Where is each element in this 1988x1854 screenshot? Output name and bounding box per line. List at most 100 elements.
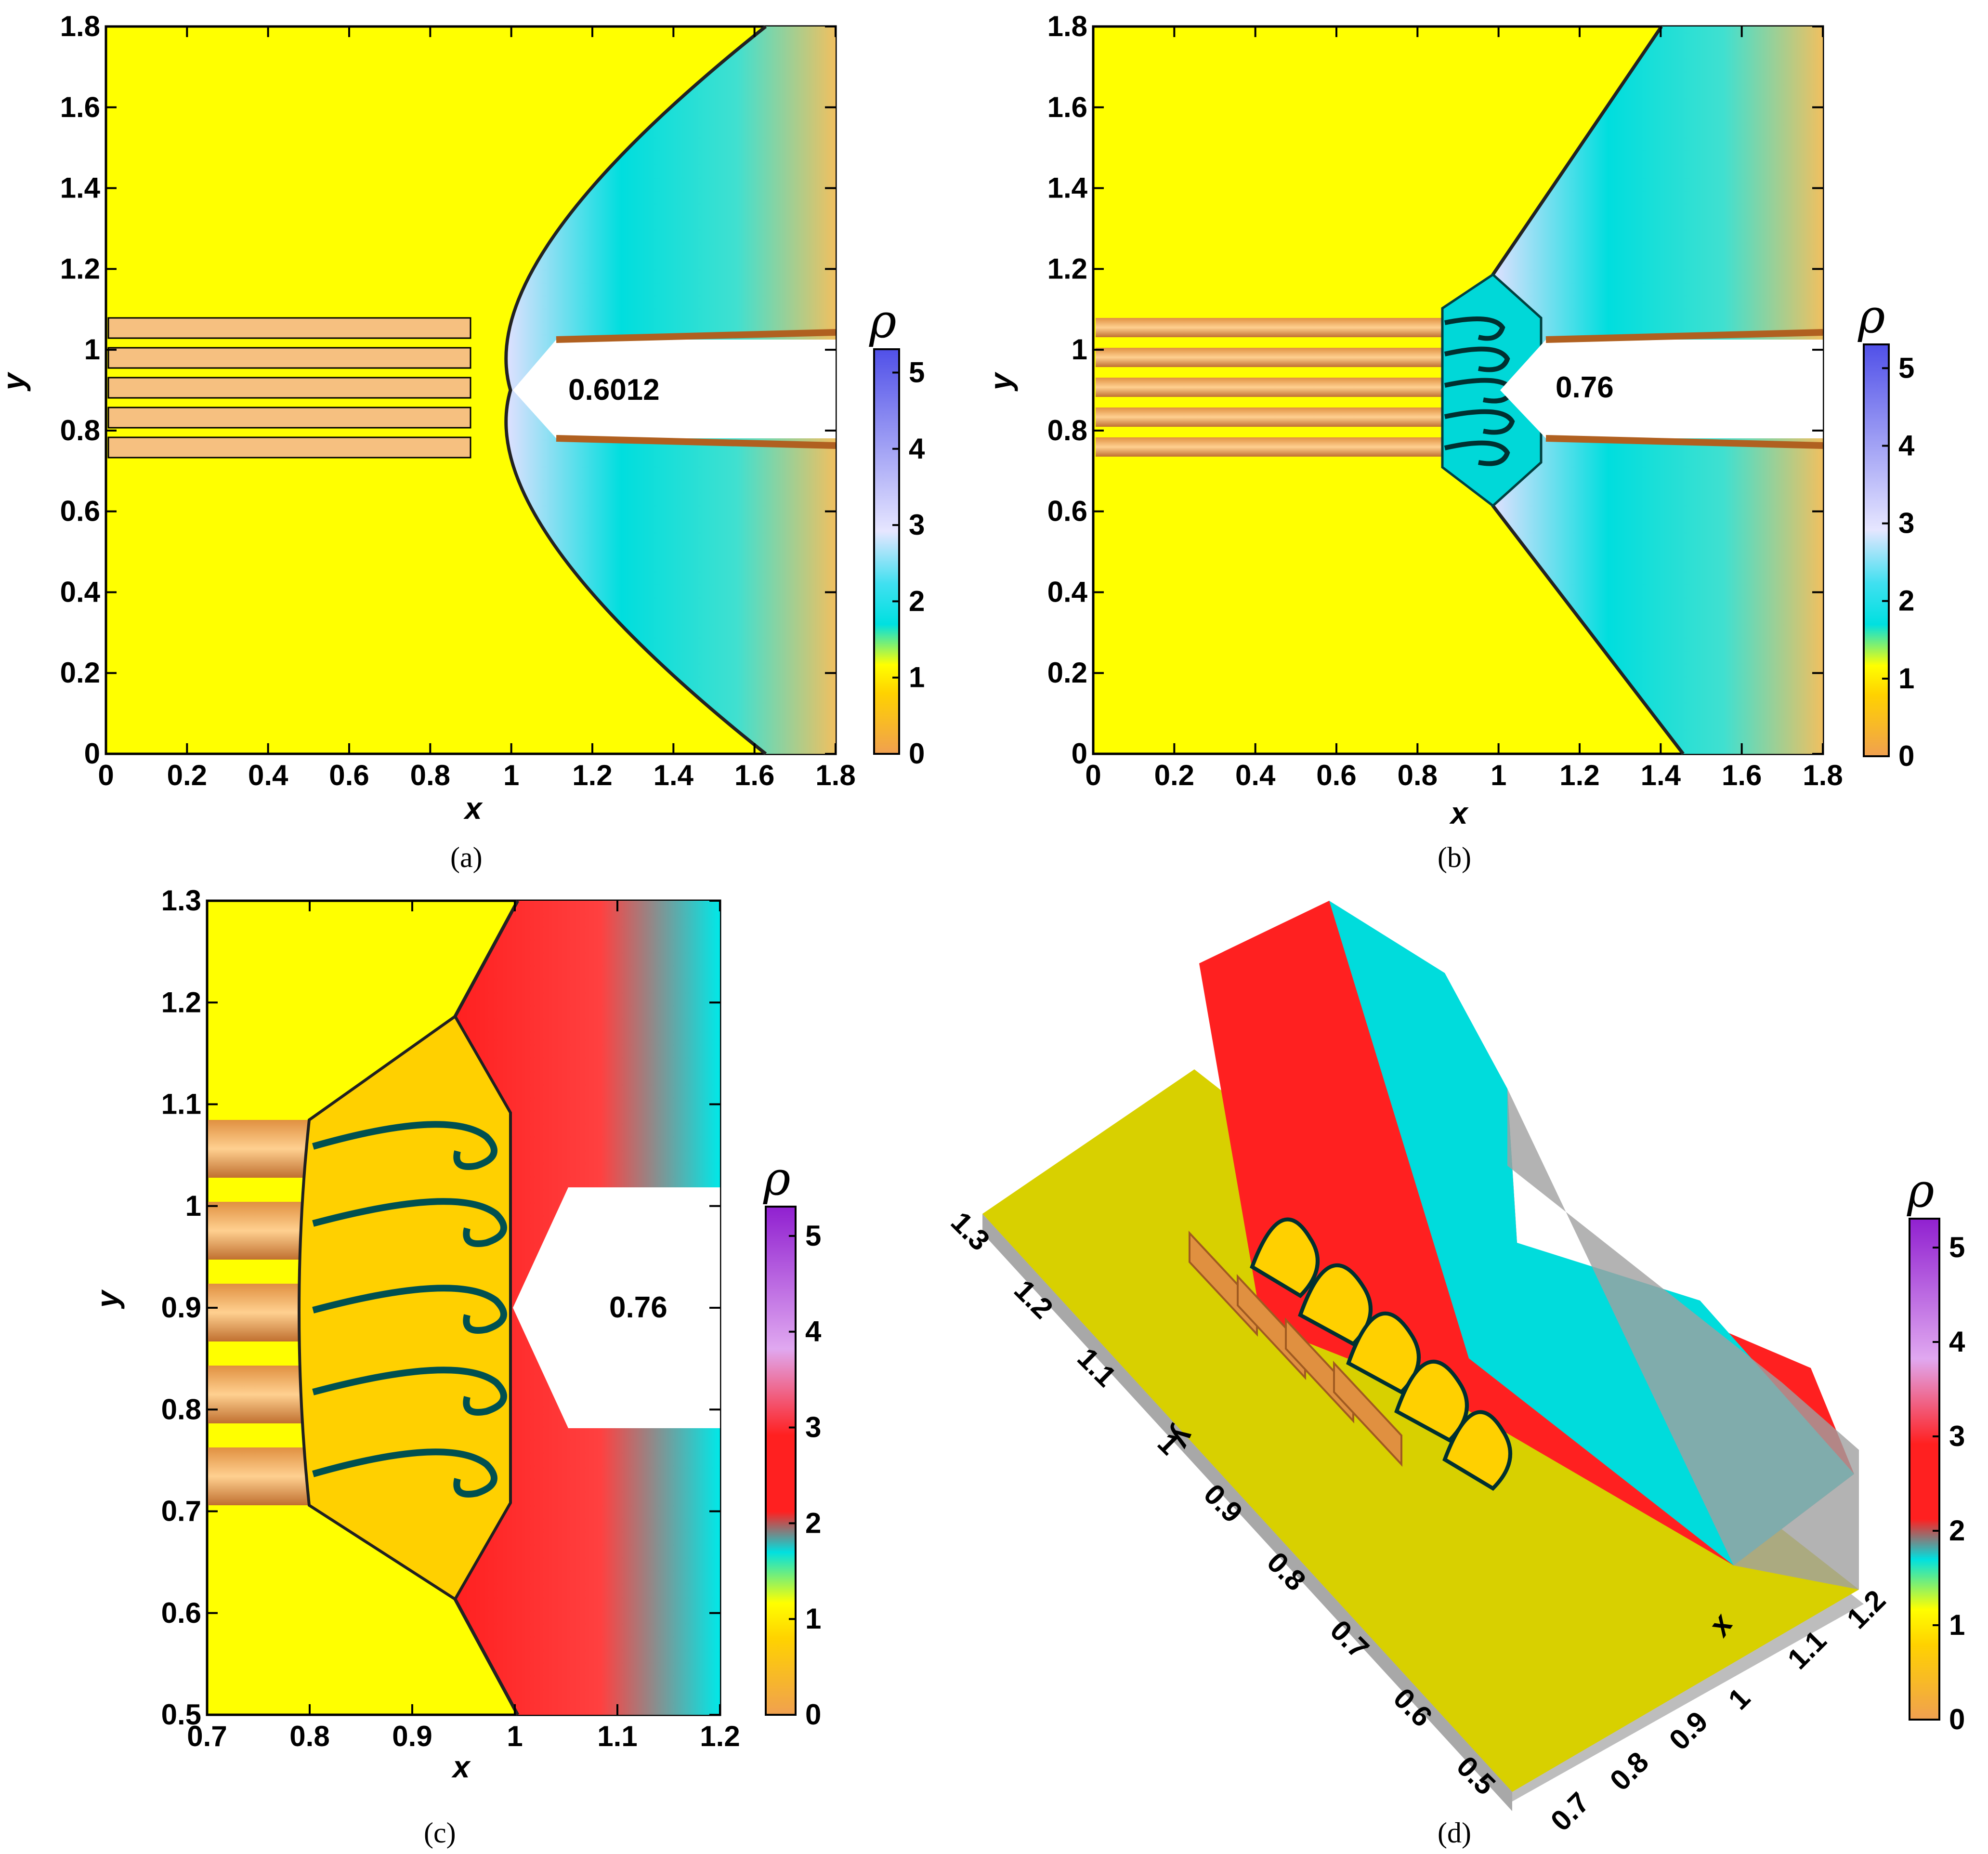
y-tick-label: 1.6: [60, 91, 100, 123]
y-tick-label: 1.4: [60, 172, 101, 204]
colorbar-tick-label: 0: [909, 737, 925, 770]
surface-front-face: [982, 1214, 1512, 1811]
x-tick-label: 1.8: [815, 759, 855, 791]
x-axis-label: x: [463, 791, 483, 826]
x-tick-label: 0.4: [1235, 759, 1276, 791]
colorbar-label: ρ: [1907, 1164, 1934, 1218]
colorbar-tick-label: 3: [805, 1411, 821, 1444]
x-tick-label: 1.6: [1722, 759, 1762, 791]
x-tick-label: 0.7: [187, 1720, 227, 1752]
colorbar-tick-label: 4: [909, 433, 925, 465]
y-tick-label: 0.6: [1047, 495, 1087, 527]
y-ticks: 0 0.2 0.4 0.6 0.8 1 1.2 1.4 1.6 1.8: [1047, 10, 1823, 770]
y-tick-label: 1: [84, 333, 100, 366]
y-tick-label: 0.2: [60, 657, 100, 689]
panel-c: 0.76 0.7 0.8 0.9 1 1.1 1.2 0.5 0.6 0.7 0.8 0.9 1 1.…: [90, 884, 822, 1849]
x-tick-label: 0.9: [392, 1720, 432, 1752]
y-tick-label: 1.2: [1047, 252, 1087, 285]
colorbar-tick-label: 3: [1949, 1420, 1965, 1452]
x-axis-label: x: [1449, 796, 1469, 830]
x-tick-label: 0.9: [1663, 1705, 1714, 1756]
y-tick-label: 1: [1072, 333, 1087, 366]
x-tick-label: 1.4: [654, 759, 694, 791]
colorbar-tick-label: 4: [1949, 1326, 1965, 1358]
panel-b: 0.76 0 0.2 0.4 0.6 0.8 1 1.2 1.4 1.6 1.8 00.20.40…: [983, 10, 1915, 873]
x-tick-label: 1.1: [597, 1720, 637, 1752]
body-wedge: [513, 1187, 720, 1428]
x-tick-label: 0: [1085, 759, 1101, 791]
panel-d: 0.70.80.911.11.2 0.50.60.70.80.911.11.21…: [945, 901, 1965, 1849]
colorbar-tick-label: 5: [1898, 352, 1914, 384]
y-tick-label: 0: [1072, 737, 1087, 770]
x-tick-label: 1: [507, 1720, 523, 1752]
side-wall: [1507, 1089, 1859, 1590]
x-tick-label: 0: [98, 759, 114, 791]
y-tick-label: 0.8: [60, 414, 100, 447]
wake-line: [1545, 329, 1823, 343]
y-axis-label: y: [90, 1289, 125, 1309]
x-tick-label: 1.2: [1559, 759, 1599, 791]
x-ticks: 0.7 0.8 0.9 1 1.1 1.2: [187, 901, 740, 1752]
y-tick-label: 1.2: [161, 986, 201, 1018]
colorbar-label: ρ: [869, 294, 896, 348]
colorbar-tick-label: 2: [909, 585, 925, 617]
y-tick-label: 0.2: [1047, 657, 1087, 689]
y-tick-label: 0.7: [161, 1495, 201, 1527]
x-tick-label: 0.6: [329, 759, 369, 791]
x-tick-label: 1: [1491, 759, 1506, 791]
colorbar-tick-label: 2: [805, 1507, 821, 1539]
jet-stripes: [1096, 318, 1442, 457]
y-tick-label: 0.5: [161, 1698, 201, 1731]
colorbar-ticks: 0 1 2 3 4 5: [1933, 1231, 1965, 1736]
colorbar-tick-label: 5: [909, 356, 925, 388]
colorbar-tick-label: 2: [1898, 585, 1914, 617]
x-axis-label: x: [451, 1749, 471, 1784]
colorbar-ticks: 0 1 2 3 4 5: [892, 356, 925, 770]
y-tick-label: 1: [185, 1190, 201, 1222]
colorbar-tick-label: 4: [1898, 429, 1915, 461]
vortex-peaks: [1250, 1217, 1512, 1491]
colorbar-tick-label: 1: [909, 661, 925, 694]
y-tick-label: 1.8: [60, 10, 100, 42]
x-tick-label: 0.7: [1544, 1786, 1596, 1837]
wake-line: [556, 329, 836, 343]
colorbar-tick-label: 0: [805, 1698, 821, 1731]
y-tick-label: 0.4: [60, 576, 101, 608]
colorbar-tick-label: 4: [805, 1315, 822, 1348]
x-tick-label: 0.8: [410, 759, 450, 791]
x-tick-label: 1.2: [572, 759, 612, 791]
colorbar-ticks: 0 1 2 3 4 5: [1882, 352, 1915, 772]
wake-line: [556, 435, 836, 449]
y-tick-label: 1.1: [161, 1088, 201, 1120]
y-tick-label: 1.8: [1047, 10, 1087, 42]
y-axis-label: y: [0, 371, 31, 392]
colorbar-tick-label: 5: [805, 1220, 821, 1252]
x-ticks: 0 0.2 0.4 0.6 0.8 1 1.2 1.4 1.6 1.8: [1085, 26, 1843, 791]
vortex-region: [1441, 273, 1543, 508]
x-tick-label: 1.6: [734, 759, 774, 791]
annotation: 0.76: [1556, 371, 1614, 404]
jet-ridges: [1189, 1230, 1402, 1467]
wake-line: [1545, 435, 1823, 449]
colorbar-label: ρ: [1857, 289, 1885, 343]
colorbar: [1863, 343, 1890, 757]
y-tick-label: 0.4: [1047, 576, 1088, 608]
x-tick-label: 0.2: [1154, 759, 1194, 791]
colorbar: [873, 348, 900, 755]
colorbar-tick-label: 1: [805, 1603, 821, 1635]
colorbar: [1909, 1218, 1940, 1721]
x-tick-label: 1.4: [1641, 759, 1681, 791]
caption: (b): [1438, 842, 1471, 873]
panel-a: 0.6012 0 0.2 0.4 0.6 0.8 1 1.2 1.4 1.6 1.8 00.20.…: [0, 10, 925, 873]
y-ticks: 0 0.2 0.4 0.6 0.8 1 1.2 1.4 1.6 1.8: [60, 10, 836, 770]
x-tick-label: 0.8: [1604, 1746, 1655, 1797]
x-tick-label: 0.8: [1398, 759, 1438, 791]
y-axis-label: y: [983, 371, 1018, 392]
y-ticks: 0.5 0.6 0.7 0.8 0.9 1 1.1 1.2 1.3: [161, 884, 720, 1731]
y-tick-label: 1.4: [1047, 172, 1088, 204]
annotation: 0.6012: [568, 373, 660, 407]
caption: (c): [424, 1817, 456, 1849]
colorbar-ticks: 0 1 2 3 4 5: [789, 1220, 822, 1731]
x-tick-label: 1.8: [1803, 759, 1843, 791]
